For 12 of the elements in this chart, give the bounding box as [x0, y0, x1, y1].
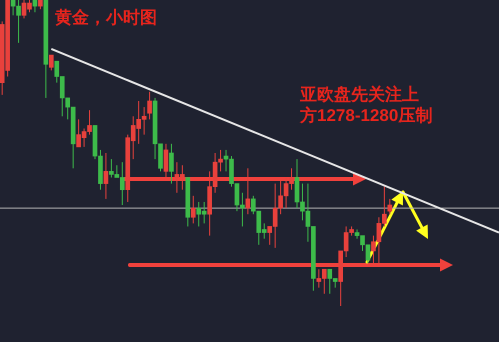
candlestick — [48, 54, 54, 71]
text: 黄金，小时图 — [55, 7, 157, 29]
candlestick — [147, 91, 152, 120]
candlestick — [169, 143, 174, 184]
candlestick — [38, 0, 43, 10]
candlestick — [246, 168, 250, 215]
candlestick — [104, 152, 108, 200]
candlestick — [387, 198, 392, 215]
candlestick — [32, 0, 38, 13]
annotation: 亚欧盘先关注上方1278-1280压制 — [300, 84, 434, 126]
candlestick — [164, 143, 168, 178]
candlestick — [190, 195, 196, 224]
